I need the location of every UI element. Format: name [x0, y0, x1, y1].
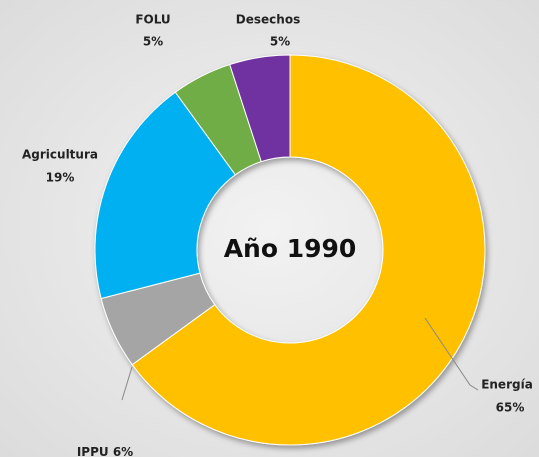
- slice-label: IPPU 6%: [77, 445, 133, 457]
- slice: [131, 54, 486, 446]
- donut: [94, 54, 486, 446]
- category-label: Energía: [481, 378, 533, 392]
- category-label: FOLU: [135, 13, 170, 27]
- category-label: IPPU: [77, 445, 109, 457]
- leader-line: [121, 366, 133, 401]
- chart-title: Año 1990: [224, 234, 357, 263]
- slice: [94, 91, 237, 300]
- value-label: 65%: [496, 401, 525, 415]
- category-label: Desechos: [236, 13, 300, 27]
- value-label: 19%: [46, 171, 75, 185]
- value-label: 5%: [143, 35, 163, 49]
- value-label: 5%: [270, 35, 290, 49]
- value-label: 6%: [113, 445, 133, 457]
- slice: [229, 54, 291, 163]
- leader-line: [424, 317, 479, 391]
- category-label: Agricultura: [22, 148, 98, 162]
